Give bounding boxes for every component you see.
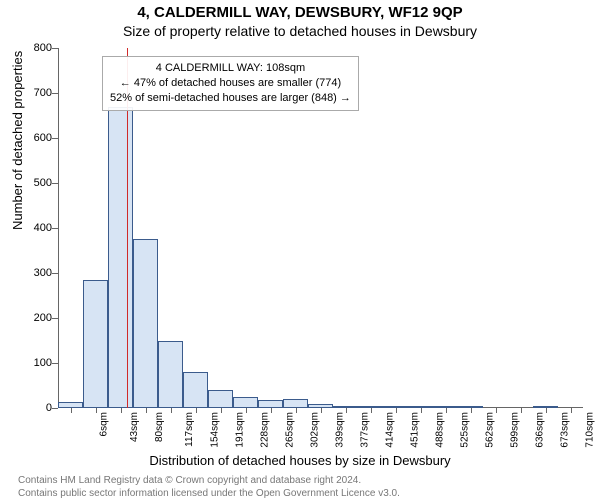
x-tick-label: 451sqm	[409, 412, 420, 448]
x-tick	[221, 408, 222, 413]
y-gridline	[52, 318, 58, 319]
x-tick	[146, 408, 147, 413]
x-tick	[271, 408, 272, 413]
x-tick	[471, 408, 472, 413]
x-tick	[496, 408, 497, 413]
x-tick-label: 710sqm	[584, 412, 595, 448]
histogram-bar	[233, 397, 258, 408]
x-tick	[371, 408, 372, 413]
x-tick	[396, 408, 397, 413]
histogram-bar	[108, 107, 133, 409]
histogram-bar	[158, 341, 183, 409]
y-tick-label: 100	[34, 357, 52, 369]
x-tick	[96, 408, 97, 413]
x-tick	[321, 408, 322, 413]
histogram-bar	[283, 399, 308, 408]
x-tick-label: 228sqm	[259, 412, 270, 448]
y-tick-label: 200	[34, 312, 52, 324]
x-tick	[171, 408, 172, 413]
x-tick-label: 339sqm	[334, 412, 345, 448]
x-tick-label: 636sqm	[534, 412, 545, 448]
annotation-box: 4 CALDERMILL WAY: 108sqm← 47% of detache…	[102, 56, 359, 111]
chart-plot-area: 01002003004005006007008006sqm43sqm80sqm1…	[58, 48, 583, 408]
histogram-bar	[83, 280, 108, 408]
x-tick-label: 414sqm	[384, 412, 395, 448]
x-tick-label: 43sqm	[129, 412, 140, 442]
y-tick-label: 700	[34, 87, 52, 99]
x-tick-label: 562sqm	[484, 412, 495, 448]
y-gridline	[52, 363, 58, 364]
x-tick	[296, 408, 297, 413]
x-tick	[571, 408, 572, 413]
page-subtitle: Size of property relative to detached ho…	[0, 23, 600, 39]
x-tick	[521, 408, 522, 413]
x-tick-label: 673sqm	[559, 412, 570, 448]
histogram-bar	[258, 400, 283, 408]
x-tick	[546, 408, 547, 413]
footer-line-1: Contains HM Land Registry data © Crown c…	[18, 475, 400, 488]
annotation-line: ← 47% of detached houses are smaller (77…	[110, 76, 351, 91]
y-gridline	[52, 48, 58, 49]
y-gridline	[52, 228, 58, 229]
y-tick-label: 0	[46, 402, 52, 414]
y-gridline	[52, 138, 58, 139]
x-tick-label: 488sqm	[434, 412, 445, 448]
annotation-line: 52% of semi-detached houses are larger (…	[110, 91, 351, 106]
histogram-bar	[208, 390, 233, 408]
y-tick-label: 600	[34, 132, 52, 144]
y-gridline	[52, 408, 58, 409]
x-tick-label: 117sqm	[183, 412, 194, 447]
x-tick-label: 302sqm	[309, 412, 320, 448]
x-axis-label: Distribution of detached houses by size …	[0, 453, 600, 468]
x-tick	[121, 408, 122, 413]
y-gridline	[52, 273, 58, 274]
y-tick-label: 300	[34, 267, 52, 279]
x-tick-label: 6sqm	[98, 412, 109, 436]
x-tick	[246, 408, 247, 413]
x-tick-label: 265sqm	[284, 412, 295, 448]
x-tick-label: 80sqm	[154, 412, 165, 442]
x-tick-label: 599sqm	[509, 412, 520, 448]
y-gridline	[52, 183, 58, 184]
y-gridline	[52, 93, 58, 94]
page-title: 4, CALDERMILL WAY, DEWSBURY, WF12 9QP	[0, 4, 600, 21]
x-tick	[421, 408, 422, 413]
histogram-bar	[133, 239, 158, 408]
x-tick	[446, 408, 447, 413]
y-tick-label: 400	[34, 222, 52, 234]
annotation-line: 4 CALDERMILL WAY: 108sqm	[110, 61, 351, 76]
y-axis-label: Number of detached properties	[10, 51, 25, 230]
x-tick-label: 191sqm	[234, 412, 245, 448]
x-tick	[346, 408, 347, 413]
x-tick-label: 525sqm	[459, 412, 470, 448]
histogram-bar	[183, 372, 208, 408]
x-tick	[196, 408, 197, 413]
y-tick-label: 800	[34, 42, 52, 54]
x-tick	[71, 408, 72, 413]
x-tick-label: 377sqm	[359, 412, 370, 448]
footer-attribution: Contains HM Land Registry data © Crown c…	[18, 475, 400, 500]
x-tick-label: 154sqm	[209, 412, 220, 448]
footer-line-2: Contains public sector information licen…	[18, 488, 400, 501]
y-axis-line	[58, 48, 59, 408]
y-tick-label: 500	[34, 177, 52, 189]
